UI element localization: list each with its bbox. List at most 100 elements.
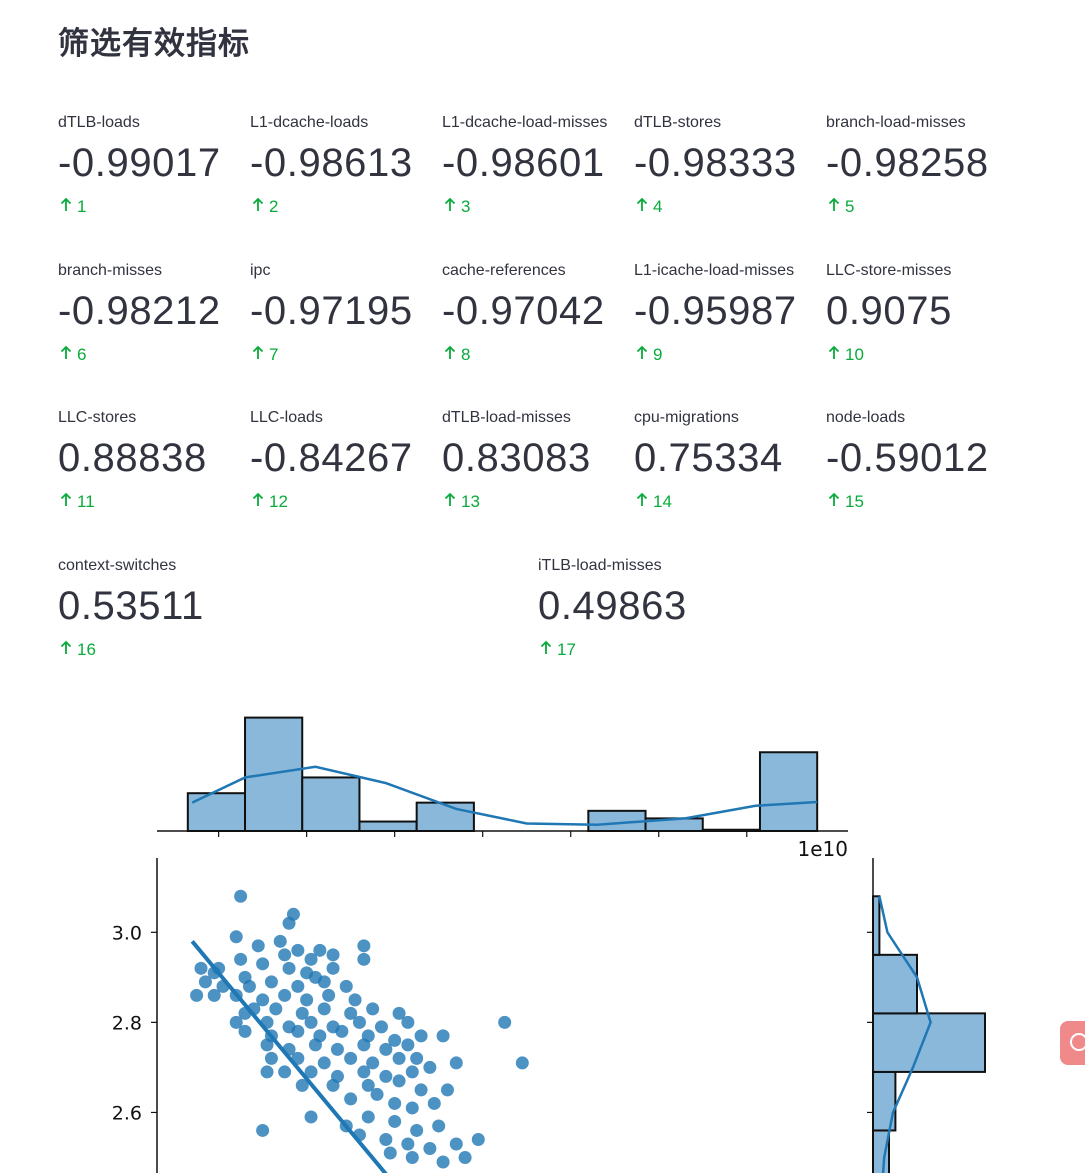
arrow-up-icon [540, 640, 552, 654]
metric-value: 0.9075 [826, 288, 952, 333]
scatter-point [278, 948, 292, 962]
scatter-point [229, 930, 243, 944]
metric-tile: LLC-stores 0.88838 11 [58, 403, 250, 551]
metric-delta: 14 [634, 489, 826, 515]
metric-delta: 8 [442, 342, 634, 368]
scatter-point [282, 916, 296, 930]
y-hist-bar [872, 1012, 986, 1073]
scatter-point [238, 1024, 252, 1038]
arrow-up-icon [636, 345, 648, 359]
scatter-point [414, 1083, 428, 1097]
scatter-point [304, 1065, 318, 1079]
scatter-point [229, 1015, 243, 1029]
scatter-point [291, 943, 305, 957]
metric-value: 0.75334 [634, 436, 783, 480]
scatter-point [273, 934, 287, 948]
metric-value: -0.98258 [826, 141, 989, 185]
metric-value: 0.53511 [58, 583, 204, 628]
metric-label: L1-dcache-loads [250, 114, 369, 131]
scatter-point [440, 1083, 454, 1097]
metric-label: LLC-store-misses [826, 261, 952, 279]
metric-delta-value: 17 [557, 639, 576, 659]
metric-delta: 6 [58, 342, 250, 368]
metric-value: -0.97042 [442, 288, 605, 333]
metric-value: -0.98613 [250, 141, 413, 185]
scatter-point [357, 952, 371, 966]
scatter-point [304, 952, 318, 966]
scatter-point [322, 988, 336, 1002]
metric-label: dTLB-stores [634, 114, 722, 131]
metric-label: LLC-loads [250, 409, 323, 426]
arrow-up-icon [828, 345, 840, 359]
metric-delta-value: 10 [845, 344, 864, 364]
scatter-point [436, 1155, 450, 1169]
scatter-point [234, 952, 248, 966]
metric-label: context-switches [58, 556, 177, 574]
arrow-up-icon [252, 492, 264, 506]
scatter-point [330, 1042, 344, 1056]
x-hist-bar [358, 820, 418, 833]
metric-delta: 4 [634, 194, 826, 220]
y-kde-line [878, 896, 932, 1173]
scatter-point [357, 1038, 371, 1052]
metric-label: dTLB-loads [58, 114, 140, 131]
metrics-grid: dTLB-loads -0.99017 1 L1-dcache-loads -0.986… [58, 108, 1018, 698]
scatter-point [260, 1038, 274, 1052]
metric-delta: 10 [826, 342, 1018, 368]
scatter-point [401, 1015, 415, 1029]
metric-row: branch-misses -0.98212 6 ipc -0.97195 7 cache-… [58, 256, 1018, 404]
metric-tile: L1-icache-load-misses -0.95987 9 [634, 256, 826, 404]
metric-delta: 2 [250, 194, 442, 220]
scatter-point [410, 1051, 424, 1065]
scatter-point [401, 1137, 415, 1151]
metric-tile: cache-references -0.97042 8 [442, 256, 634, 404]
arrow-up-icon [60, 345, 72, 359]
metric-delta: 3 [442, 194, 634, 220]
scatter-point [357, 939, 371, 953]
scatter-point [449, 1137, 463, 1151]
scatter-point [335, 1024, 349, 1038]
metric-delta: 16 [58, 637, 538, 663]
scatter-point [366, 1002, 380, 1016]
scatter-point [432, 1119, 446, 1133]
metric-label: L1-icache-load-misses [634, 261, 795, 279]
scatter-point [256, 1123, 270, 1137]
scatter-point [361, 1078, 375, 1092]
scatter-point [207, 988, 221, 1002]
metric-tile: dTLB-load-misses 0.83083 13 [442, 403, 634, 551]
scatter-point [269, 1002, 283, 1016]
scatter-point [291, 979, 305, 993]
scatter-point [405, 1150, 419, 1164]
scatter-point [295, 1006, 309, 1020]
metric-tile: L1-dcache-loads -0.98613 2 [250, 108, 442, 256]
metric-delta: 15 [826, 489, 1018, 515]
scatter-point [405, 1101, 419, 1115]
scatter-point [357, 1065, 371, 1079]
metric-delta: 13 [442, 489, 634, 515]
metric-tile: L1-dcache-load-misses -0.98601 3 [442, 108, 634, 256]
arrow-up-icon [444, 345, 456, 359]
scatter-point [304, 1110, 318, 1124]
floating-action-button[interactable] [1060, 1021, 1085, 1065]
metric-tile: iTLB-load-misses 0.49863 17 [538, 551, 1018, 699]
scatter-point [374, 1020, 388, 1034]
arrow-up-icon [60, 197, 72, 211]
metric-tile: branch-load-misses -0.98258 5 [826, 108, 1018, 256]
scatter-point [251, 939, 265, 953]
scatter-point [449, 1056, 463, 1070]
x-hist-bar [301, 776, 361, 832]
metric-label: LLC-stores [58, 409, 137, 426]
scatter-point [436, 1029, 450, 1043]
scatter-point [295, 1078, 309, 1092]
metric-delta: 7 [250, 342, 442, 368]
metric-value: -0.98212 [58, 288, 221, 333]
scatter-point [300, 993, 314, 1007]
scatter-point [344, 1006, 358, 1020]
scatter-point [344, 1051, 358, 1065]
metric-delta-value: 8 [461, 344, 471, 364]
metric-delta-value: 13 [461, 492, 480, 511]
scatter-point [326, 948, 340, 962]
scatter-point [388, 1114, 402, 1128]
metric-tile: LLC-store-misses 0.9075 10 [826, 256, 1018, 404]
metric-value: -0.95987 [634, 288, 797, 333]
